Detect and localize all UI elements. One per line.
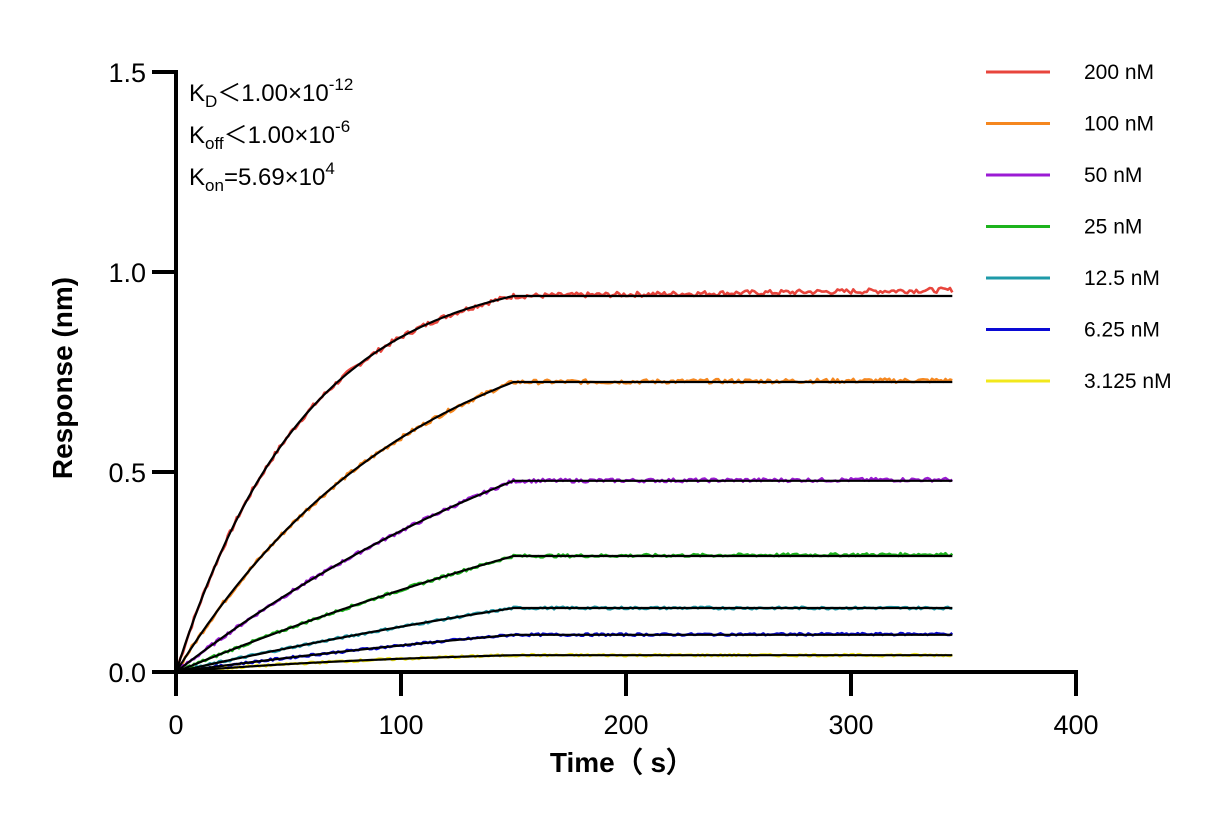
y-tick-label: 0.5 <box>108 458 146 488</box>
y-tick-label: 1.0 <box>108 258 146 288</box>
koff-annotation: Koff＜1.00×10-6 <box>189 117 350 153</box>
series-line <box>175 476 953 674</box>
fit-line <box>175 654 953 674</box>
y-axis-title: Response (nm) <box>47 277 78 479</box>
kinetics-annotations: KD＜1.00×10-12 Koff＜1.00×10-6 Kon=5.69×10… <box>189 75 353 195</box>
legend-label: 3.125 nM <box>1084 370 1172 393</box>
legend-label: 50 nM <box>1084 164 1142 187</box>
x-tick-label: 0 <box>168 710 183 740</box>
x-tick-label: 400 <box>1053 710 1098 740</box>
fit-line <box>175 479 953 673</box>
x-tick-label: 100 <box>378 710 423 740</box>
y-tick-label: 0.0 <box>108 658 146 688</box>
x-tick-label: 200 <box>603 710 648 740</box>
fit-line <box>175 606 953 674</box>
legend: 200 nM 100 nM 50 nM 25 nM 12.5 nM 6.25 nM 3.12… <box>986 61 1172 393</box>
series-line <box>175 631 954 674</box>
x-tick-label: 300 <box>828 710 873 740</box>
y-tick-label: 1.5 <box>108 58 146 88</box>
legend-label: 100 nM <box>1084 113 1154 136</box>
series-line <box>175 605 953 674</box>
fit-curves-layer <box>174 294 953 674</box>
fit-line <box>175 633 953 674</box>
x-ticks: 0 100 200 300 400 <box>168 672 1099 740</box>
kd-annotation: KD＜1.00×10-12 <box>189 75 353 111</box>
fit-line <box>175 554 953 674</box>
kon-annotation: Kon=5.69×104 <box>189 159 335 195</box>
fit-line <box>175 380 953 673</box>
legend-label: 12.5 nM <box>1084 267 1160 290</box>
x-axis-title: Time（ s） <box>550 746 694 778</box>
fit-line <box>174 294 953 673</box>
legend-label: 200 nM <box>1084 61 1154 84</box>
legend-label: 6.25 nM <box>1084 319 1160 342</box>
y-ticks: 0.0 0.5 1.0 1.5 <box>108 58 176 688</box>
legend-label: 25 nM <box>1084 216 1142 239</box>
